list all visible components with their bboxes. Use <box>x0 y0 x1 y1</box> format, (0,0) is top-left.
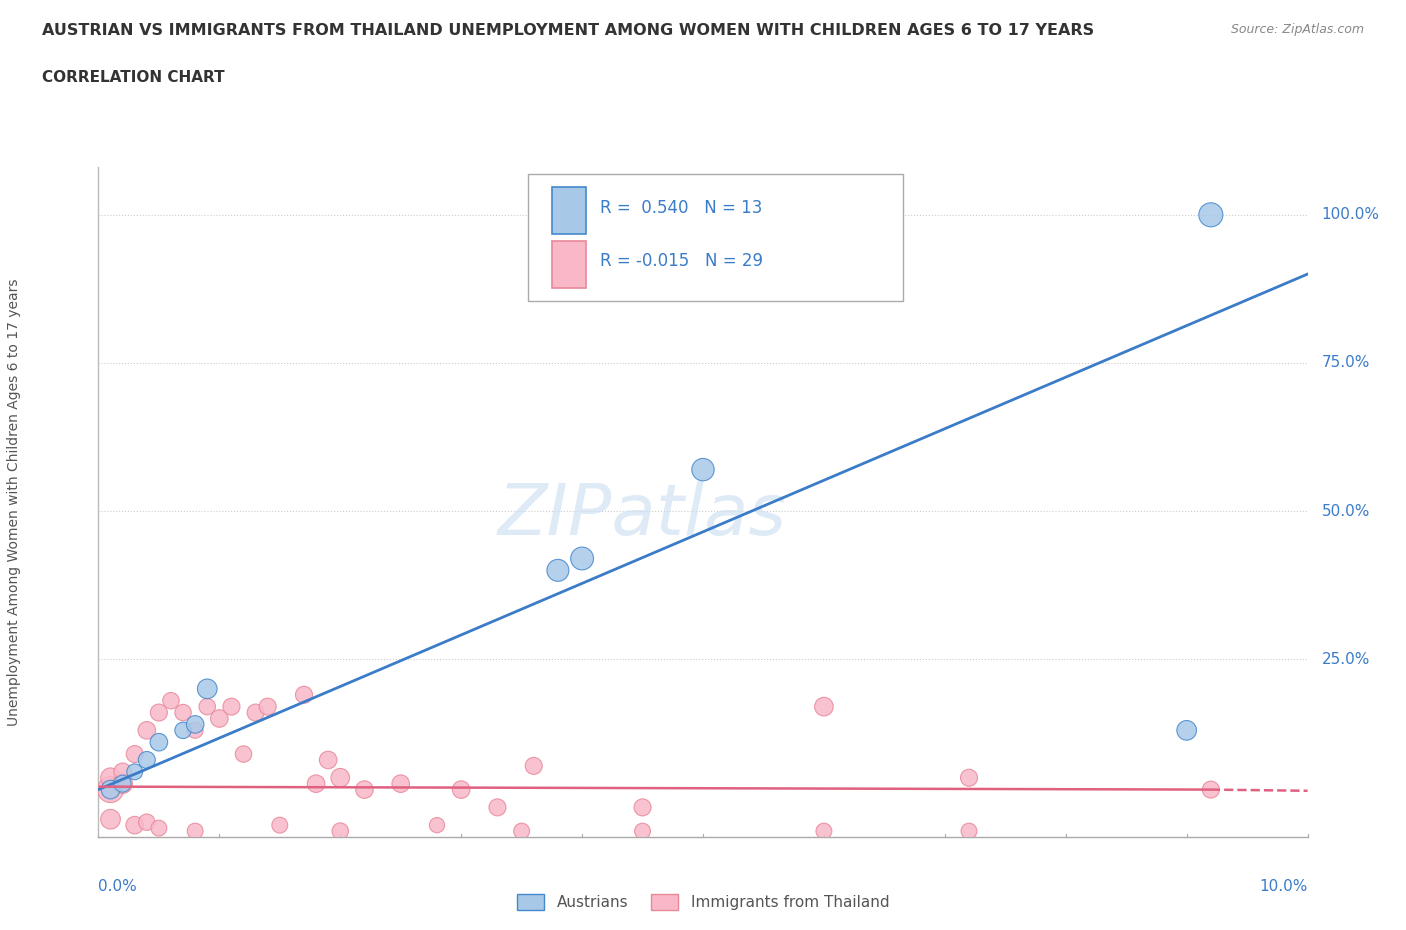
Point <box>692 462 714 477</box>
Point <box>135 752 157 767</box>
Point <box>100 770 122 785</box>
Point <box>389 777 412 791</box>
Point <box>1199 207 1222 222</box>
Point <box>172 705 194 720</box>
Point <box>245 705 267 720</box>
Text: 75.0%: 75.0% <box>1322 355 1369 370</box>
Point <box>100 782 122 797</box>
Point <box>957 770 980 785</box>
Text: 0.0%: 0.0% <box>98 879 138 894</box>
Point <box>232 747 254 762</box>
Point <box>316 752 339 767</box>
Text: Source: ZipAtlas.com: Source: ZipAtlas.com <box>1230 23 1364 36</box>
Point <box>111 777 134 791</box>
Point <box>111 764 134 779</box>
Point <box>160 693 183 708</box>
FancyBboxPatch shape <box>527 174 903 301</box>
Point <box>510 824 533 839</box>
Point <box>148 705 170 720</box>
Point <box>269 817 291 832</box>
Point <box>813 699 835 714</box>
Point <box>184 723 207 737</box>
Point <box>329 824 352 839</box>
Text: R = -0.015   N = 29: R = -0.015 N = 29 <box>600 252 763 270</box>
Text: Unemployment Among Women with Children Ages 6 to 17 years: Unemployment Among Women with Children A… <box>7 278 21 726</box>
Point <box>100 812 122 827</box>
Point <box>305 777 328 791</box>
Point <box>523 759 546 774</box>
Point <box>957 824 980 839</box>
Point <box>292 687 315 702</box>
Point <box>547 563 569 578</box>
Point <box>329 770 352 785</box>
Bar <box>551 188 586 234</box>
Point <box>631 800 654 815</box>
Text: 10.0%: 10.0% <box>1260 879 1308 894</box>
Text: 25.0%: 25.0% <box>1322 652 1369 667</box>
Text: CORRELATION CHART: CORRELATION CHART <box>42 70 225 85</box>
Legend: Austrians, Immigrants from Thailand: Austrians, Immigrants from Thailand <box>510 888 896 916</box>
Point <box>353 782 375 797</box>
Point <box>813 824 835 839</box>
Point <box>1199 782 1222 797</box>
Point <box>195 682 218 697</box>
Point <box>172 723 194 737</box>
Point <box>631 824 654 839</box>
Point <box>148 820 170 835</box>
Point <box>426 817 449 832</box>
Text: 50.0%: 50.0% <box>1322 503 1369 519</box>
Text: ZIPatlas: ZIPatlas <box>498 481 787 550</box>
Point <box>135 815 157 830</box>
Point <box>184 824 207 839</box>
Text: R =  0.540   N = 13: R = 0.540 N = 13 <box>600 199 762 217</box>
Point <box>571 551 593 566</box>
Bar <box>551 241 586 288</box>
Text: AUSTRIAN VS IMMIGRANTS FROM THAILAND UNEMPLOYMENT AMONG WOMEN WITH CHILDREN AGES: AUSTRIAN VS IMMIGRANTS FROM THAILAND UNE… <box>42 23 1094 38</box>
Point <box>221 699 243 714</box>
Text: 100.0%: 100.0% <box>1322 207 1379 222</box>
Point <box>124 747 146 762</box>
Point <box>195 699 218 714</box>
Point <box>486 800 509 815</box>
Point <box>124 764 146 779</box>
Point <box>208 711 231 726</box>
Point <box>111 777 134 791</box>
Point <box>450 782 472 797</box>
Point <box>100 782 122 797</box>
Point <box>135 723 157 737</box>
Point <box>124 817 146 832</box>
Point <box>184 717 207 732</box>
Point <box>148 735 170 750</box>
Point <box>256 699 278 714</box>
Point <box>1175 723 1198 737</box>
